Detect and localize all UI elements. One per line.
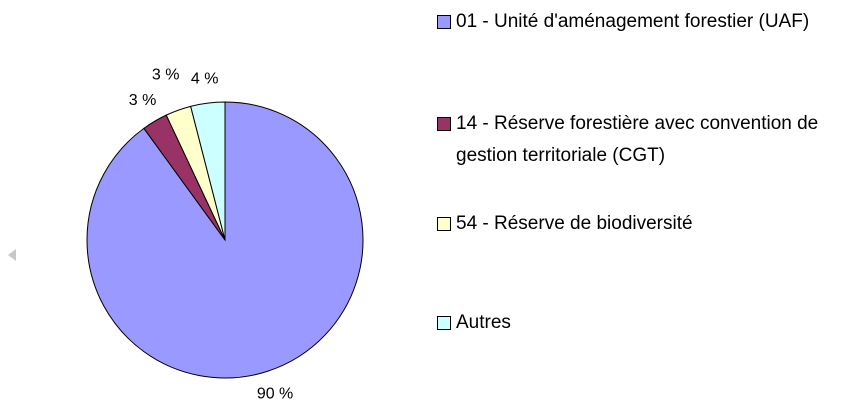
slice-label: 4 %	[191, 70, 219, 87]
slice-label: 90 %	[257, 385, 293, 402]
legend-label: 01 - Unité d'aménagement forestier (UAF)	[456, 11, 810, 32]
scroll-arrow	[8, 249, 16, 261]
slice-label: 3 %	[129, 92, 157, 109]
slice-label: 3 %	[152, 67, 180, 84]
legend-label: Autres	[456, 312, 511, 333]
legend-entry: Autres	[437, 307, 841, 339]
legend-swatch	[437, 117, 451, 131]
legend-entry: 14 - Réserve forestière avec convention …	[437, 108, 841, 172]
legend-entry: 01 - Unité d'aménagement forestier (UAF)	[437, 6, 841, 38]
legend-swatch	[437, 15, 451, 29]
legend: 01 - Unité d'aménagement forestier (UAF)…	[437, 0, 843, 402]
legend-label: 54 - Réserve de biodiversité	[456, 213, 693, 234]
legend-label: 14 - Réserve forestière avec convention …	[456, 113, 819, 166]
legend-swatch	[437, 217, 451, 231]
chart: 90 % 3 % 3 % 4 %	[8, 67, 364, 402]
legend-swatch	[437, 316, 451, 330]
pie-slice	[190, 101, 226, 241]
legend-entry: 54 - Réserve de biodiversité	[437, 208, 841, 240]
